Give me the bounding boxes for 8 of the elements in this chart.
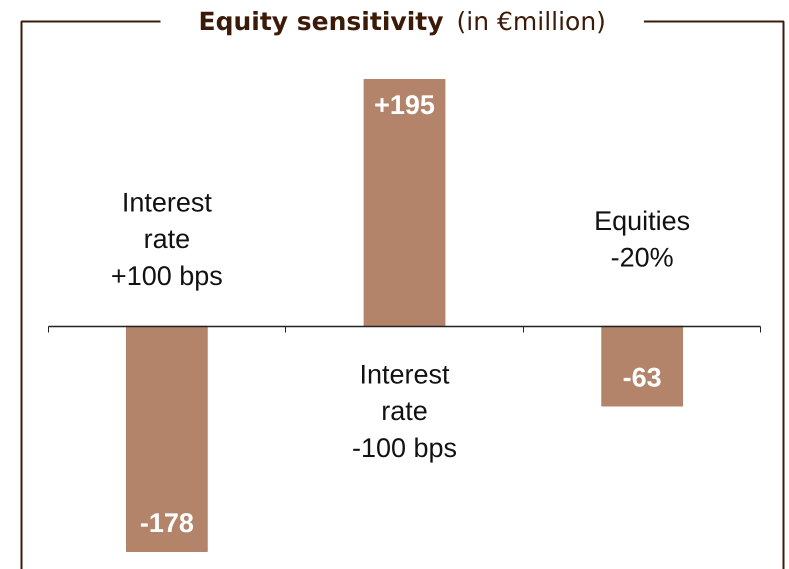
chart-subtitle: (in €million) [456, 7, 606, 36]
data-label: -178 [140, 508, 194, 538]
x-tick-label: Interest rate -100 bps [352, 360, 458, 463]
x-tick-label: Interest rate +100 bps [110, 188, 223, 291]
x-tick-label: Equities -20% [594, 206, 690, 273]
data-label: -63 [622, 362, 662, 392]
chart-title: Equity sensitivity [198, 7, 444, 36]
data-label: +195 [374, 90, 435, 120]
